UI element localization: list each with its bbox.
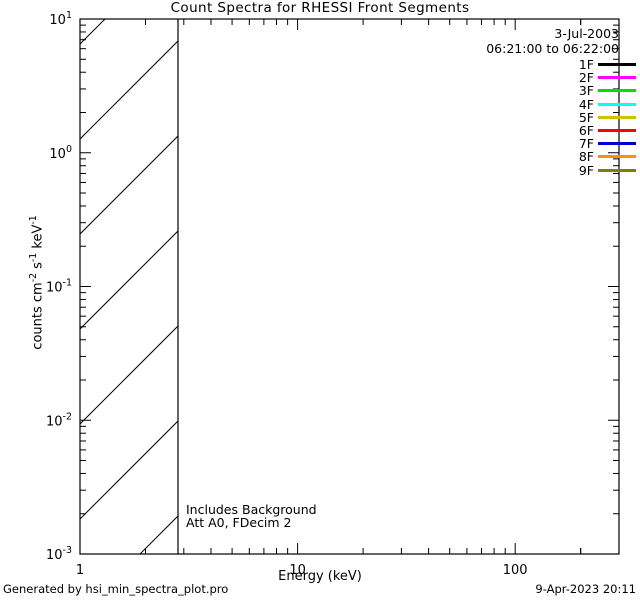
x-tick-labels: 1 10 100 — [76, 563, 528, 578]
y-tick-label: 10-2 — [46, 411, 72, 429]
y-tick-labels: 10-3 10-2 10-1 100 101 — [46, 10, 72, 563]
legend-item-4f[interactable]: 4F — [530, 98, 640, 111]
annotation-background: Includes Background — [186, 502, 317, 517]
legend-color-swatch — [598, 115, 636, 119]
legend-label: 1F — [578, 57, 594, 72]
y-tick-label: 10-1 — [46, 278, 72, 296]
legend-item-5f[interactable]: 5F — [530, 111, 640, 124]
legend-color-swatch — [598, 63, 636, 66]
chart-title: Count Spectra for RHESSI Front Segments — [170, 0, 470, 16]
legend-color-swatch — [598, 168, 636, 172]
legend-item-7f[interactable]: 7F — [530, 137, 640, 150]
x-axis-label: Energy (keV) — [278, 569, 362, 584]
legend-item-2f[interactable]: 2F — [530, 71, 640, 84]
legend-label: 6F — [578, 123, 594, 138]
legend-item-6f[interactable]: 6F — [530, 124, 640, 137]
legend-color-swatch — [598, 102, 636, 106]
legend-label: 3F — [578, 83, 594, 99]
legend-color-swatch — [598, 155, 636, 159]
legend-label: 5F — [578, 109, 594, 125]
legend-label: 7F — [578, 136, 594, 152]
legend-item-1f[interactable]: 1F — [530, 58, 640, 71]
legend-label: 4F — [578, 96, 594, 112]
legend-item-3f[interactable]: 3F — [530, 84, 640, 97]
x-tick-label: 1 — [76, 563, 84, 578]
legend-color-swatch — [598, 89, 636, 93]
observation-date: 3-Jul-2003 — [554, 26, 619, 41]
x-tick-label: 10 — [289, 563, 306, 578]
plot-frame — [79, 18, 620, 555]
observation-time-range: 06:21:00 to 06:22:00 — [486, 41, 619, 56]
legend-item-9f[interactable]: 9F — [530, 164, 640, 177]
legend-label: 2F — [578, 70, 594, 86]
legend-item-8f[interactable]: 8F — [530, 150, 640, 163]
legend-label: 8F — [578, 149, 594, 165]
legend-color-swatch — [598, 129, 636, 132]
legend-label: 9F — [578, 162, 594, 178]
legend-color-swatch — [598, 76, 636, 80]
footer-generator: Generated by hsi_min_spectra_plot.pro — [3, 582, 229, 596]
y-tick-label: 101 — [49, 10, 72, 28]
y-tick-label: 10-3 — [46, 545, 72, 563]
hatched-region — [80, 19, 178, 554]
annotation-attenuator: Att A0, FDecim 2 — [186, 515, 292, 530]
x-tick-label: 100 — [503, 563, 528, 578]
y-axis-label: counts cm-2 s-1 keV-1 — [28, 215, 46, 350]
footer-timestamp: 9-Apr-2023 20:11 — [535, 582, 636, 596]
legend-color-swatch — [598, 142, 636, 146]
y-tick-label: 100 — [49, 144, 72, 162]
plot-background — [80, 19, 619, 554]
